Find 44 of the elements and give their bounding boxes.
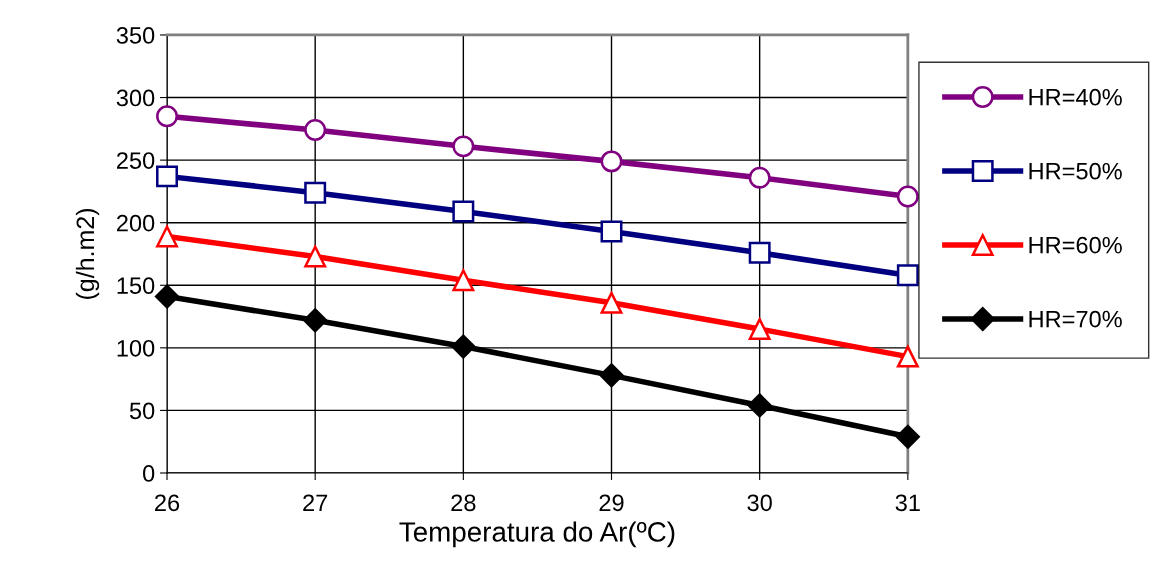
point <box>452 200 475 223</box>
point <box>748 241 771 264</box>
point <box>748 166 771 189</box>
point <box>600 150 623 173</box>
point <box>156 105 178 128</box>
point <box>600 220 623 243</box>
x-tick-label: 27 <box>303 494 328 511</box>
point <box>600 291 623 314</box>
point <box>304 119 327 142</box>
x-tick-label: 28 <box>451 494 476 512</box>
point <box>895 424 920 449</box>
x-tick-label: 26 <box>155 494 180 512</box>
y-tick-label: 0 <box>143 465 155 482</box>
point <box>154 284 180 309</box>
point <box>156 165 178 188</box>
y-tick-label: 300 <box>116 89 155 107</box>
y-tick-label: 200 <box>117 214 155 232</box>
point <box>599 363 624 388</box>
point <box>156 225 178 248</box>
y-tick-label: 50 <box>129 402 155 420</box>
point <box>303 308 328 333</box>
legend-label: HR=60% <box>1029 236 1122 254</box>
y-tick-label: 100 <box>117 339 155 357</box>
point <box>747 393 772 418</box>
legend-label: HR=50% <box>1029 162 1122 180</box>
x-tick-label: 30 <box>747 494 772 512</box>
legend-label: HR=70% <box>1029 310 1122 328</box>
point <box>748 318 771 341</box>
point <box>452 135 475 158</box>
y-tick-label: 250 <box>117 152 155 169</box>
y-axis-title: (g/h.m2) <box>75 208 100 299</box>
x-tick-label: 31 <box>895 494 920 512</box>
point <box>304 245 327 268</box>
x-tick-label: 29 <box>599 494 624 512</box>
y-tick-label: 350 <box>116 27 155 44</box>
point <box>451 334 476 359</box>
point <box>896 345 919 368</box>
point <box>896 264 919 287</box>
point <box>304 181 327 204</box>
legend-label: HR=40% <box>1029 88 1122 106</box>
point <box>896 185 919 208</box>
x-axis-title: Temperatura do Ar(ºC) <box>399 521 675 548</box>
point <box>452 269 475 292</box>
y-tick-label: 150 <box>117 277 155 295</box>
